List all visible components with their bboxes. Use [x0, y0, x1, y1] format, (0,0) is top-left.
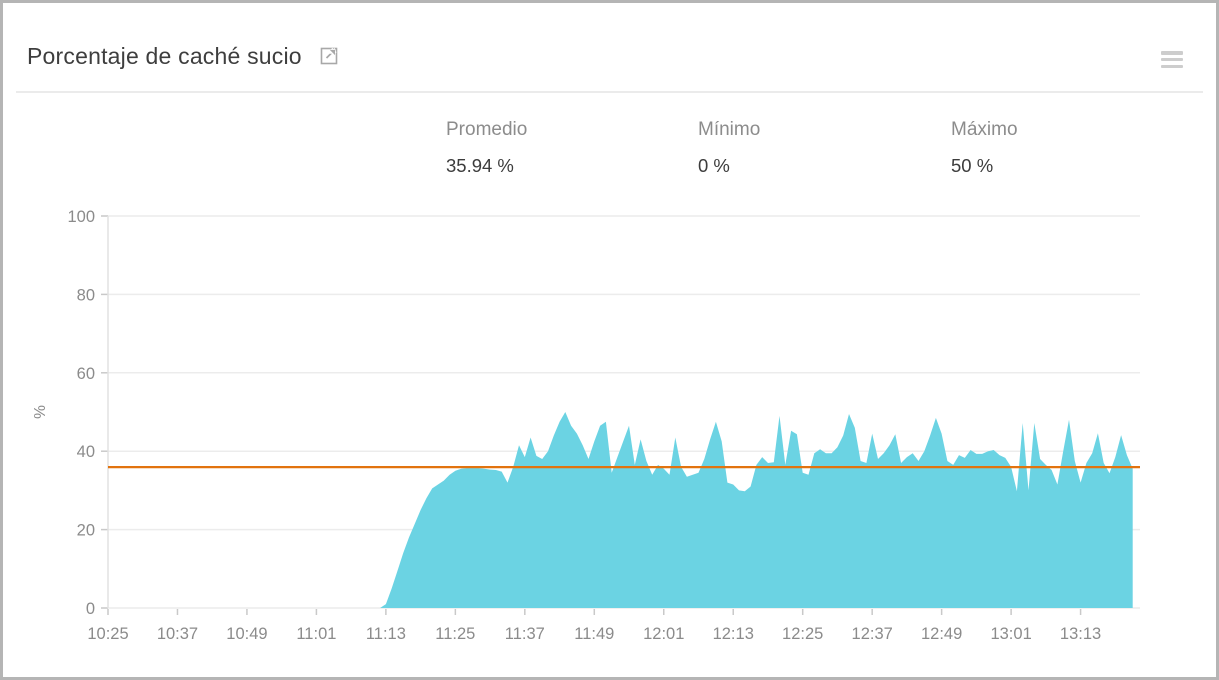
x-tick-label: 13:01	[990, 625, 1031, 643]
x-tick-label: 11:01	[296, 625, 336, 643]
stat-value: 0 %	[698, 155, 730, 176]
area-series	[108, 412, 1133, 608]
stat-label: Mínimo	[698, 119, 761, 140]
x-tick-label: 13:13	[1060, 625, 1101, 643]
x-tick-label: 10:37	[157, 625, 198, 643]
menu-bar	[1161, 57, 1183, 62]
x-tick-label: 12:13	[713, 625, 754, 643]
stat-promedio: Promedio 35.94 %	[446, 119, 666, 177]
x-tick-label: 11:49	[574, 625, 614, 643]
y-tick-label: 40	[77, 443, 95, 461]
x-tick-label: 12:25	[782, 625, 823, 643]
x-tick-label: 11:25	[435, 625, 475, 643]
hamburger-menu-icon[interactable]	[1161, 51, 1183, 69]
menu-bar	[1161, 64, 1183, 69]
menu-bar	[1161, 51, 1183, 55]
external-link-icon[interactable]	[320, 46, 339, 70]
stat-value: 35.94 %	[446, 155, 514, 176]
stat-maximo: Máximo 50 %	[951, 119, 1171, 177]
x-tick-label: 10:25	[87, 625, 128, 643]
stat-value: 50 %	[951, 155, 994, 176]
stat-minimo: Mínimo 0 %	[698, 119, 918, 177]
stat-label: Máximo	[951, 119, 1018, 140]
y-tick-label: 0	[86, 600, 95, 618]
x-tick-label: 11:13	[366, 625, 406, 643]
widget-header: Porcentaje de caché sucio	[27, 43, 1192, 77]
header-divider	[16, 91, 1203, 93]
x-tick-label: 12:49	[921, 625, 962, 643]
y-tick-label: 60	[77, 365, 95, 383]
area-chart-plot[interactable]: 0 20 40 60 80 100% 10:25 10:37 10:49 11:01 11:13 11…	[3, 3, 1219, 680]
y-tick-label: 80	[77, 286, 95, 304]
y-axis-title: %	[32, 405, 49, 419]
y-tick-label: 20	[77, 522, 95, 540]
x-tick-label: 12:01	[643, 625, 684, 643]
y-tick-label: 100	[67, 208, 95, 226]
x-tick-label: 11:37	[505, 625, 545, 643]
page-title: Porcentaje de caché sucio	[27, 43, 302, 69]
stat-label: Promedio	[446, 119, 528, 140]
x-tick-label: 12:37	[852, 625, 893, 643]
x-tick-label: 10:49	[226, 625, 267, 643]
